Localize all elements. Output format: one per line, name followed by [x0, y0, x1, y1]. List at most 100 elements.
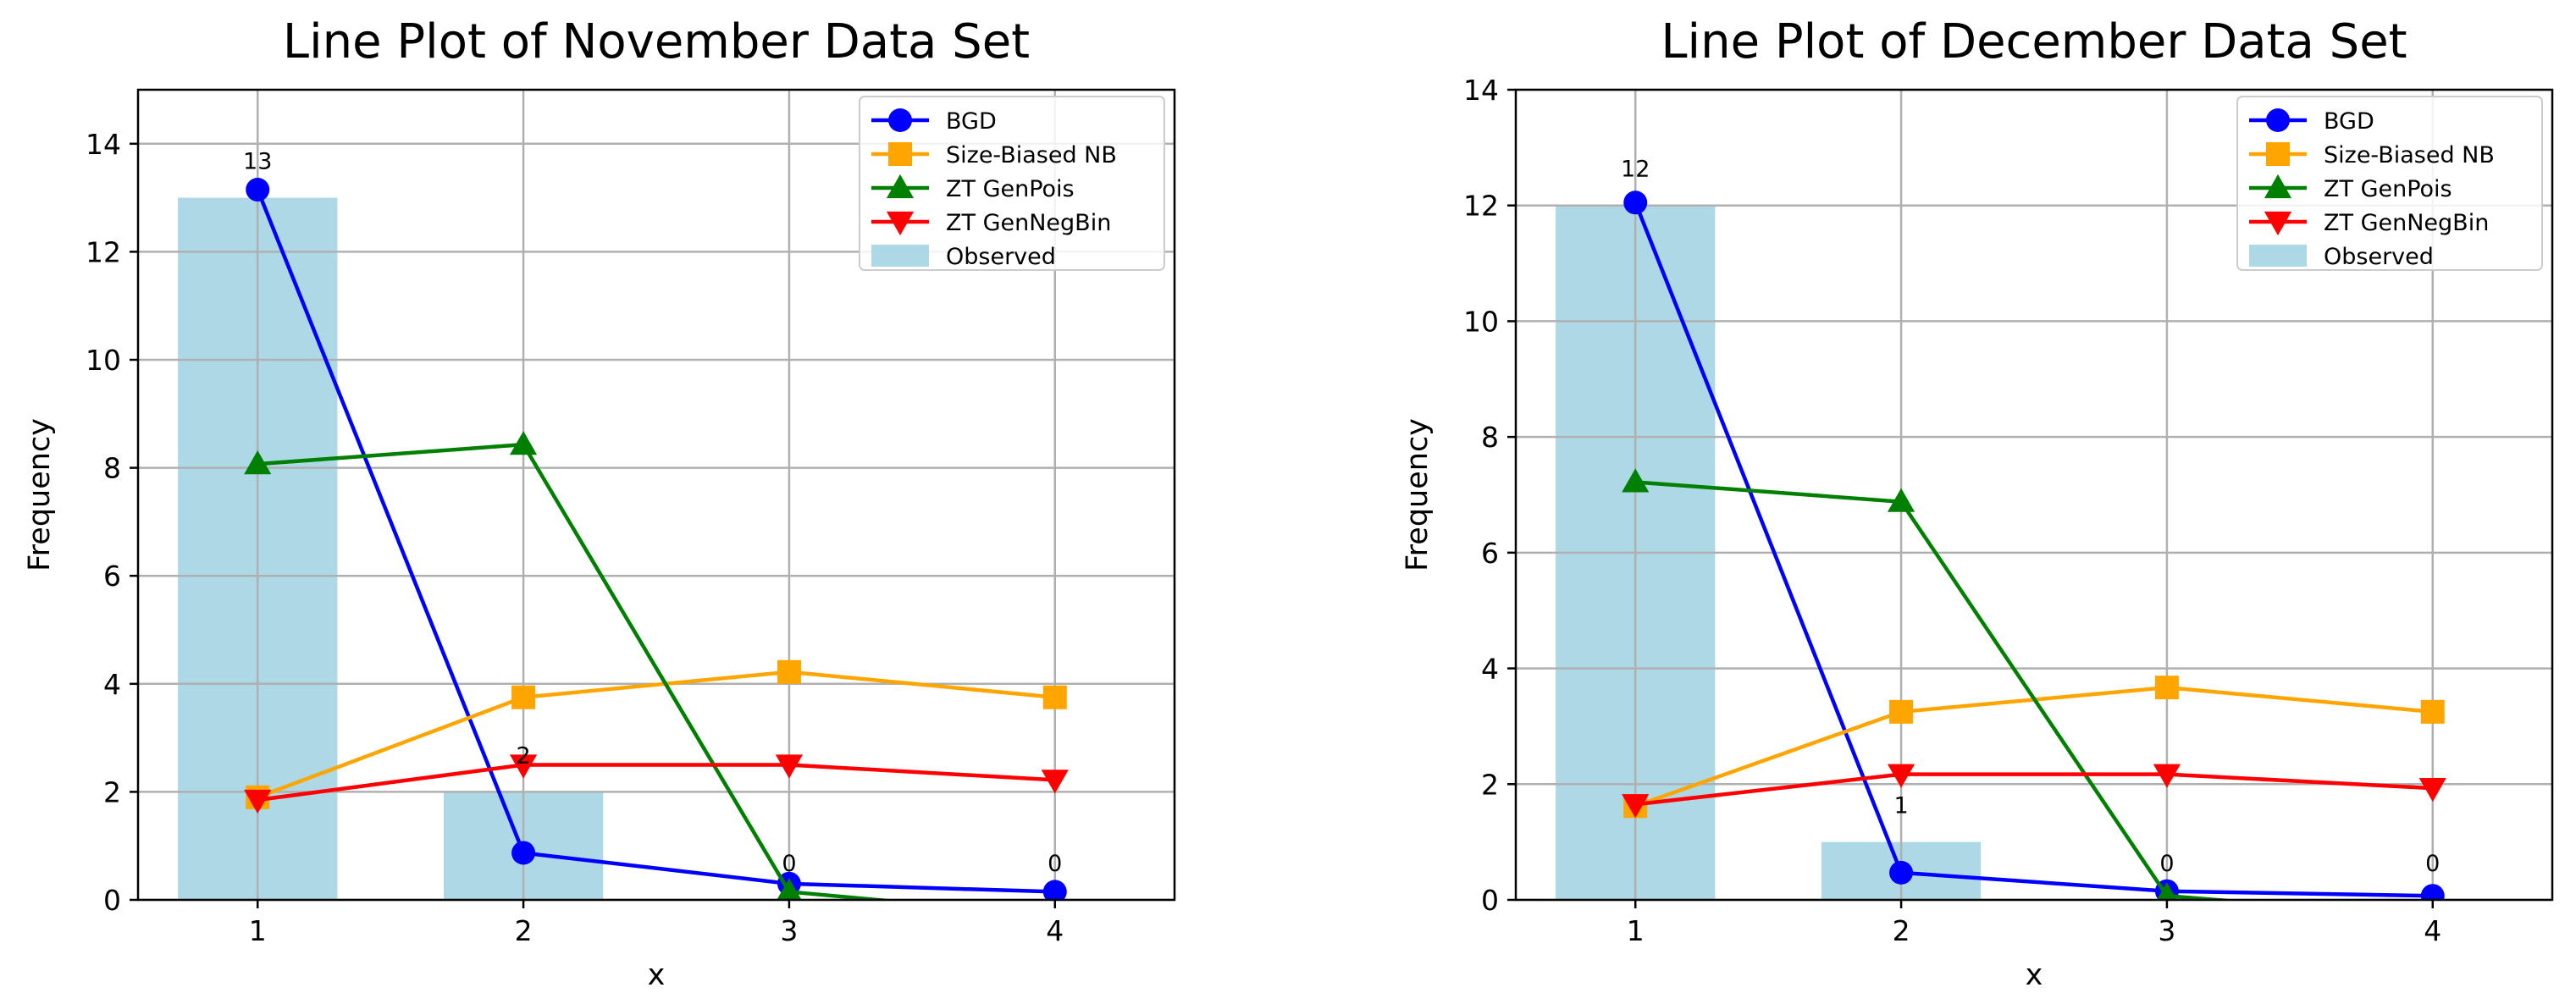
y-tick-label: 14: [86, 128, 121, 161]
series-line: [257, 670, 1055, 799]
series-line: [256, 189, 1055, 894]
y-tick-label: 0: [1481, 884, 1499, 917]
y-tick-label: 6: [1481, 537, 1499, 570]
series-point: [1042, 685, 1067, 709]
series-zt-gennegbin: [1622, 764, 2446, 819]
series-point: [1042, 880, 1067, 900]
legend-label: Observed: [2324, 244, 2434, 270]
x-tick-label: 1: [1627, 914, 1645, 947]
legend-label: BGD: [2324, 108, 2374, 135]
series-point: [1623, 190, 1648, 215]
series-point: [244, 789, 272, 814]
observed-bars: [178, 197, 604, 900]
y-tick-label: 6: [103, 560, 121, 593]
series-point: [775, 754, 804, 779]
bar-value-label: 1: [1893, 793, 1908, 819]
bar-value-label: 0: [2159, 851, 2174, 877]
series-point: [511, 841, 536, 865]
x-tick-label: 2: [1893, 914, 1910, 947]
legend-label: Size-Biased NB: [946, 142, 1117, 168]
y-tick-label: 2: [103, 775, 121, 808]
y-tick-label: 8: [103, 452, 121, 485]
series-point: [1041, 770, 1069, 794]
legend-label: ZT GenNegBin: [946, 210, 1111, 236]
y-tick-label: 10: [1463, 305, 1499, 338]
series-point: [1622, 468, 1650, 493]
bar-value-label: 13: [243, 149, 272, 175]
legend: BGD Size-Biased NB ZT GenPois ZT GenNegBin O…: [859, 96, 1165, 271]
y-tick-label: 12: [86, 235, 121, 268]
series-point: [509, 754, 538, 779]
x-tick-label: 4: [1046, 914, 1064, 947]
series-point: [2420, 699, 2445, 724]
series-point: [2154, 676, 2179, 700]
series-point: [2156, 882, 2177, 900]
legend: BGD Size-Biased NB ZT GenPois ZT GenNegBin O…: [2236, 96, 2543, 271]
series-line: [1634, 772, 2433, 807]
y-tick-label: 8: [1481, 421, 1499, 454]
series-point: [2418, 777, 2446, 803]
legend-swatch: [871, 245, 929, 267]
series-point: [2420, 884, 2445, 900]
series-point: [1889, 860, 1914, 885]
series-line: [1634, 685, 2433, 808]
plot-frame: [1514, 88, 2554, 902]
legend-label: BGD: [946, 108, 997, 135]
y-tick-label: 4: [103, 668, 121, 701]
series-line: [257, 442, 899, 900]
x-tick-label: 3: [780, 914, 798, 947]
legend-marker: [888, 142, 912, 166]
legend-marker: [2264, 174, 2292, 199]
legend-box: [2236, 96, 2543, 271]
x-tick-label: 4: [2424, 914, 2441, 947]
legend-marker: [886, 174, 915, 199]
y-tick-label: 0: [103, 884, 121, 917]
bar-value-label: 12: [1621, 157, 1650, 183]
legend-label: ZT GenPois: [2324, 176, 2452, 202]
legend-label: Size-Biased NB: [2324, 142, 2495, 168]
series-zt-gennegbin: [244, 754, 1069, 814]
series-point: [1622, 794, 1650, 819]
series-point: [244, 450, 272, 475]
x-axis-label: x: [648, 958, 666, 992]
series-point: [777, 878, 802, 900]
legend-label: ZT GenPois: [946, 176, 1075, 202]
series-point: [2153, 764, 2181, 788]
series-point: [509, 431, 538, 455]
series-line: [1635, 480, 2242, 900]
x-tick-label: 1: [249, 914, 267, 947]
legend-label: Observed: [946, 244, 1056, 270]
legend-marker: [888, 108, 912, 132]
series-zt-genpois: [244, 431, 899, 900]
y-axis-label: Frequency: [1401, 418, 1434, 571]
series-point: [1889, 699, 1914, 724]
y-axis-label: Frequency: [23, 418, 57, 571]
legend-swatch: [2249, 245, 2307, 267]
bar-value-label: 0: [1048, 851, 1062, 877]
chart-title: Line Plot of November Data Set: [283, 14, 1030, 69]
legend-marker: [2266, 142, 2290, 166]
series-point: [1887, 488, 1915, 512]
x-tick-label: 3: [2158, 914, 2175, 947]
plot-frame: [136, 88, 1176, 902]
series-point: [246, 178, 270, 202]
legend-box: [859, 96, 1165, 271]
y-tick-label: 12: [1463, 190, 1499, 223]
chart-title: Line Plot of December Data Set: [1661, 14, 2407, 69]
x-axis-label: x: [2026, 958, 2043, 992]
series-point: [1887, 764, 1915, 788]
series-zt-genpois: [1622, 468, 2242, 900]
legend-label: ZT GenNegBin: [2324, 210, 2489, 236]
series-point: [777, 659, 801, 684]
y-tick-label: 10: [86, 344, 121, 377]
y-tick-label: 4: [1481, 653, 1499, 686]
series-point: [511, 685, 536, 709]
legend-marker: [2266, 108, 2290, 132]
series-bgd: [1623, 190, 2445, 900]
series-bgd: [246, 178, 1067, 900]
bar-value-label: 0: [2425, 851, 2440, 877]
y-tick-label: 2: [1481, 768, 1499, 801]
